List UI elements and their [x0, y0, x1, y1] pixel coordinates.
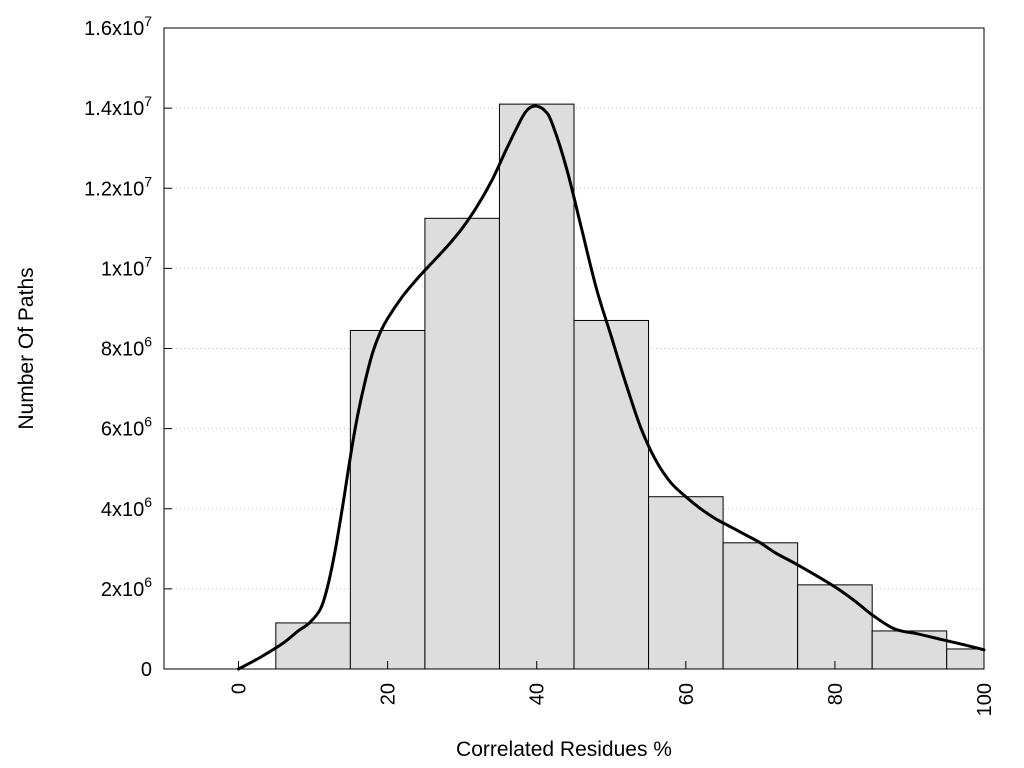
x-tick-label: 100: [974, 683, 996, 716]
histogram-bar: [722, 542, 799, 670]
y-tick-label: 8x106: [101, 334, 152, 361]
x-axis-ticks: 0 20 40 60 80 100: [229, 661, 996, 716]
histogram-bar: [946, 648, 985, 670]
x-axis-title: Correlated Residues %: [456, 738, 672, 761]
y-tick-label: 1.4x107: [84, 93, 152, 120]
x-tick-label: 20: [378, 683, 400, 705]
histogram-bar: [498, 103, 575, 670]
x-tick-label: 0: [229, 683, 251, 694]
y-axis-ticks: 0 2x106 4x106 6x106 8x106 1x107 1.2x107 1.4x107…: [84, 13, 172, 681]
y-tick-label: 1.2x107: [84, 173, 152, 200]
y-tick-label: 6x106: [101, 414, 152, 441]
y-axis-title: Number Of Paths: [15, 267, 38, 429]
density-curve: [237, 104, 986, 671]
y-tick-label: 1.6x107: [84, 13, 152, 40]
histogram-bar: [424, 217, 500, 670]
y-tick-label: 4x106: [101, 494, 152, 521]
x-tick-label: 60: [676, 683, 698, 705]
y-tick-label: 2x106: [101, 574, 152, 601]
histogram-bars: [275, 103, 985, 670]
y-tick-label: 0: [141, 659, 152, 681]
histogram-bar: [648, 496, 724, 670]
x-tick-label: 40: [527, 683, 549, 705]
histogram-bar: [275, 622, 351, 670]
histogram-bar: [349, 329, 426, 670]
histogram-bar: [797, 584, 873, 670]
histogram-bar: [573, 319, 650, 670]
x-tick-label: 80: [825, 683, 847, 705]
grid-lines: [164, 107, 984, 590]
y-tick-label: 1x107: [101, 253, 152, 280]
